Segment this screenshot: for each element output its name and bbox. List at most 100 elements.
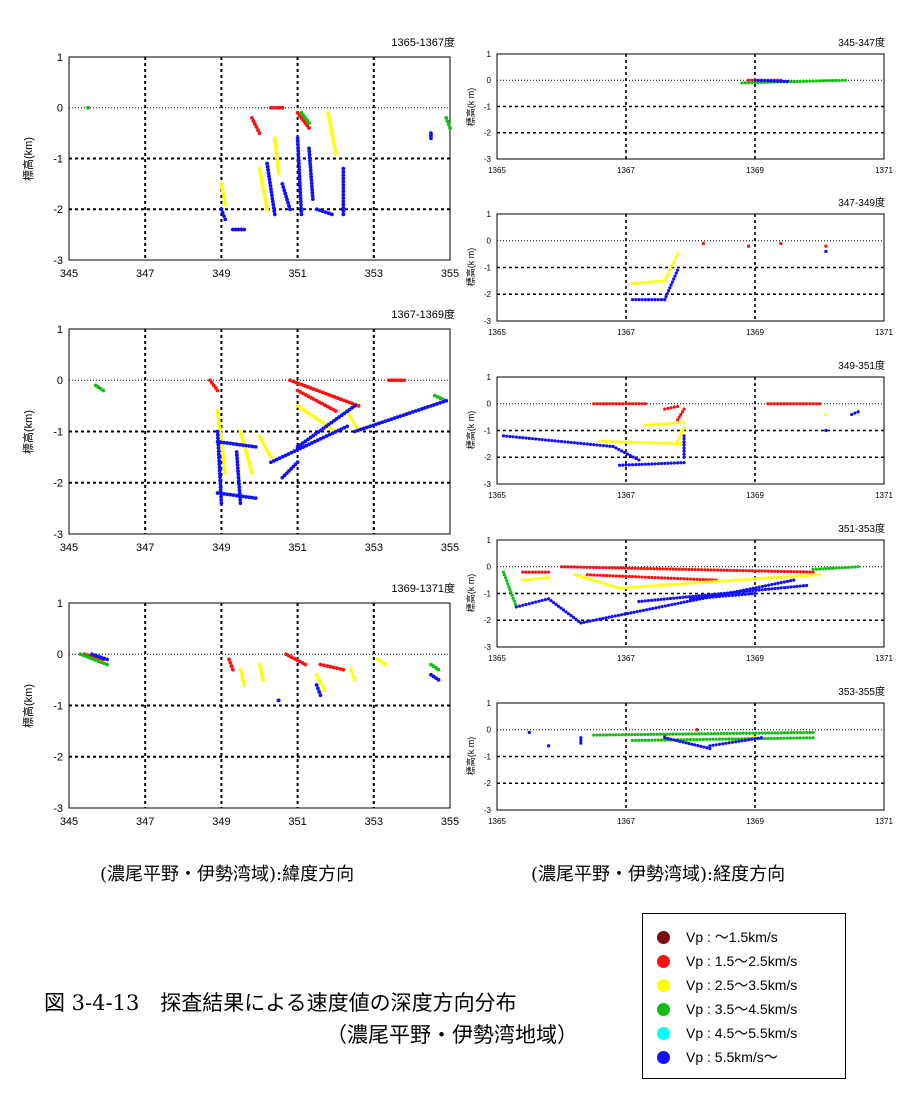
- data-point: [575, 565, 580, 569]
- data-point: [682, 440, 686, 444]
- right-column-caption: (濃尾平野・伊勢湾域):経度方向: [531, 864, 786, 885]
- data-point: [610, 615, 614, 619]
- data-point: [297, 174, 302, 179]
- data-point: [239, 227, 244, 232]
- data-point: [250, 495, 255, 500]
- data-point: [222, 491, 226, 496]
- data-point: [680, 410, 685, 414]
- data-point: [725, 731, 729, 736]
- data-point: [740, 592, 744, 597]
- data-point: [592, 443, 596, 447]
- legend-item: Vp : 〜1.5km/s: [657, 926, 778, 948]
- y-tick-label: 1: [487, 536, 492, 545]
- data-point: [672, 421, 676, 425]
- data-point: [678, 434, 682, 438]
- data-point: [307, 152, 312, 157]
- data-point: [630, 463, 635, 467]
- data-point: [779, 79, 783, 83]
- data-point: [685, 581, 689, 586]
- data-point: [671, 261, 675, 265]
- data-point: [264, 201, 268, 205]
- data-point: [795, 736, 799, 740]
- data-point: [621, 574, 625, 578]
- data-point: [249, 470, 254, 475]
- data-point: [760, 569, 764, 573]
- data-point: [398, 414, 403, 419]
- data-point: [769, 576, 773, 580]
- data-point: [685, 738, 689, 742]
- data-point: [227, 657, 231, 662]
- data-point: [508, 434, 512, 439]
- data-point: [805, 730, 809, 735]
- data-point: [368, 424, 372, 429]
- data-point: [341, 179, 346, 184]
- data-point: [814, 79, 818, 83]
- data-point: [633, 566, 637, 570]
- data-point: [727, 737, 731, 741]
- data-point: [102, 656, 106, 661]
- data-point: [561, 608, 566, 612]
- data-point: [240, 435, 245, 440]
- data-point: [772, 736, 776, 740]
- data-point: [676, 601, 680, 606]
- panel-title: 347-349度: [838, 196, 885, 209]
- data-point: [320, 420, 324, 425]
- data-point: [757, 585, 761, 589]
- data-point: [601, 402, 606, 406]
- data-point: [834, 78, 838, 83]
- data-point: [753, 80, 757, 85]
- data-point: [630, 738, 635, 743]
- data-point: [608, 574, 612, 578]
- data-point: [303, 409, 308, 414]
- data-point: [653, 441, 657, 445]
- data-point: [751, 731, 755, 735]
- data-point: [333, 429, 338, 434]
- data-point: [578, 574, 583, 579]
- data-point: [307, 126, 311, 130]
- data-point: [653, 280, 657, 284]
- data-point: [808, 79, 812, 83]
- data-point: [308, 159, 312, 163]
- data-point: [629, 566, 634, 570]
- data-point: [821, 567, 825, 571]
- data-point: [592, 573, 596, 577]
- data-point: [750, 78, 754, 82]
- data-point: [664, 295, 668, 299]
- data-point: [608, 439, 612, 444]
- data-point: [429, 136, 433, 141]
- y-tick-label: -3: [484, 155, 492, 164]
- data-point: [656, 298, 660, 302]
- data-point: [102, 661, 107, 666]
- panel-title: 1369-1371度: [391, 581, 455, 595]
- data-point: [760, 588, 764, 592]
- data-point: [221, 192, 226, 196]
- data-point: [336, 428, 341, 433]
- data-point: [216, 418, 221, 423]
- data-point: [653, 575, 657, 580]
- data-point: [627, 574, 631, 579]
- data-point: [342, 425, 347, 430]
- x-tick-label: 1365: [488, 166, 506, 175]
- data-point: [105, 662, 109, 667]
- data-point: [216, 439, 221, 444]
- data-point: [634, 440, 638, 444]
- data-point: [627, 463, 631, 467]
- data-point: [540, 576, 544, 580]
- data-point: [611, 440, 615, 444]
- data-point: [265, 207, 270, 212]
- data-point: [280, 105, 285, 110]
- data-point: [805, 736, 809, 740]
- data-point: [682, 449, 686, 453]
- data-point: [215, 432, 220, 437]
- data-point: [307, 146, 311, 151]
- data-point: [638, 609, 642, 613]
- data-point: [724, 579, 728, 583]
- data-point: [695, 737, 699, 742]
- data-point: [703, 732, 707, 736]
- data-point: [271, 458, 276, 463]
- velocity-legend: Vp : 〜1.5km/s Vp : 1.5〜2.5km/s Vp : 2.5〜…: [642, 913, 846, 1079]
- data-point: [309, 174, 314, 179]
- data-point: [275, 165, 280, 170]
- data-point: [390, 378, 394, 383]
- data-point: [543, 438, 547, 442]
